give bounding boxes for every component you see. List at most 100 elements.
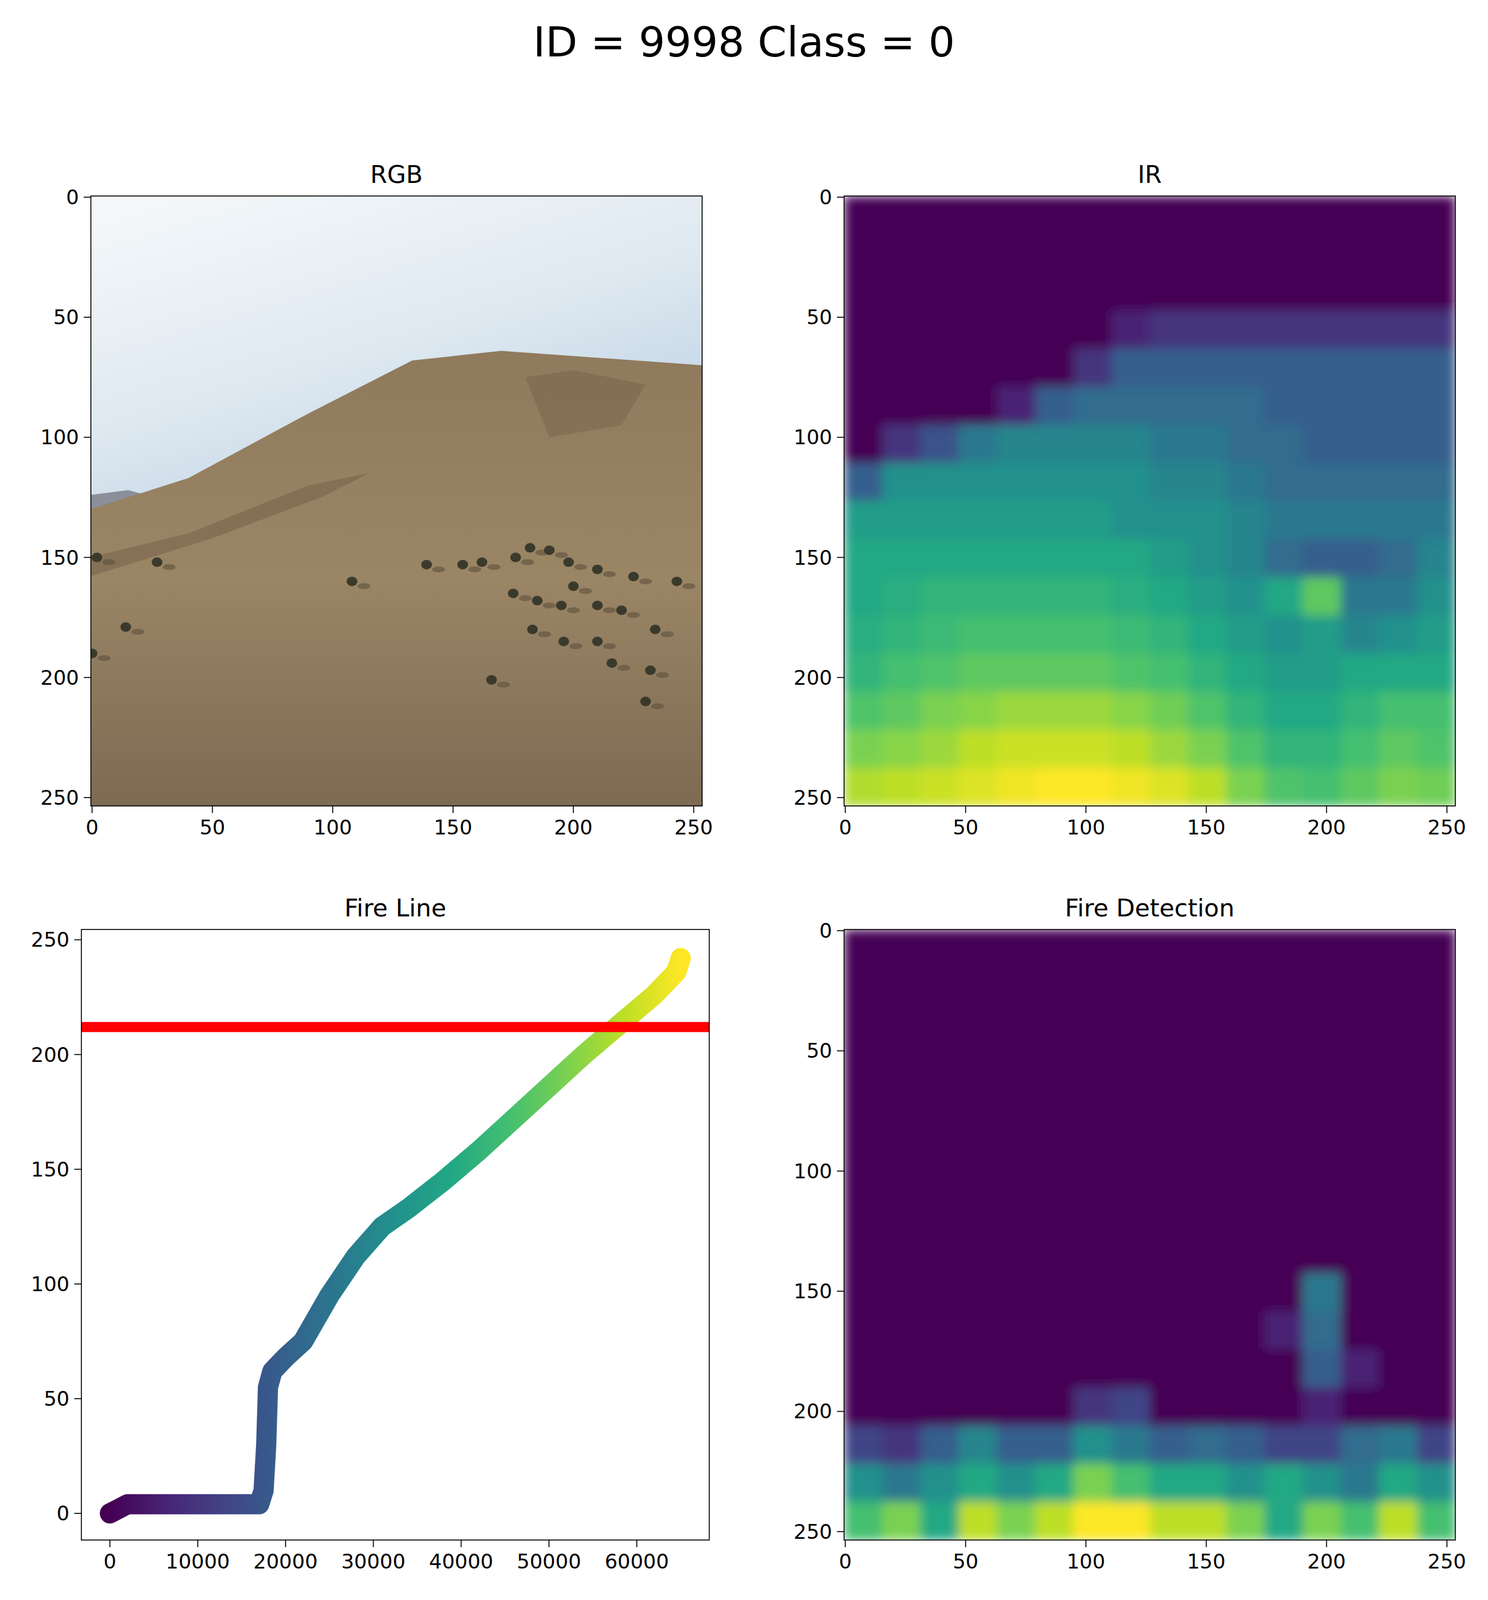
heat-cell xyxy=(1302,577,1342,616)
x-tick xyxy=(636,1540,638,1548)
axes-title: Fire Detection xyxy=(1065,893,1235,923)
heat-cell xyxy=(958,1234,998,1274)
heat-cell xyxy=(1073,1196,1112,1236)
heat-cell xyxy=(1378,1311,1418,1351)
heat-cell xyxy=(1035,1311,1074,1351)
heat-cell xyxy=(1111,196,1151,235)
heat-cell xyxy=(1188,577,1227,616)
heat-cell xyxy=(1035,1464,1074,1503)
heat-cell xyxy=(1264,577,1303,616)
fire-line xyxy=(109,958,681,1514)
heat-cell xyxy=(1035,348,1074,388)
heat-cell xyxy=(1111,1311,1151,1351)
heat-cell xyxy=(1073,1272,1112,1312)
heat-cell xyxy=(1150,577,1189,616)
heat-cell xyxy=(1035,653,1074,693)
heat-cell xyxy=(996,768,1036,807)
bush-shadow xyxy=(602,643,616,650)
x-tick xyxy=(1085,806,1087,814)
heat-cell xyxy=(844,1044,883,1083)
heat-cell xyxy=(1340,234,1380,273)
heat-cell xyxy=(1073,1044,1112,1083)
y-tick xyxy=(83,677,91,679)
heat-cell xyxy=(1150,768,1189,807)
heat-cell xyxy=(1226,1006,1265,1045)
heat-cell xyxy=(1150,1349,1189,1389)
bush xyxy=(151,557,163,568)
bush xyxy=(510,553,521,563)
heat-cell xyxy=(1226,386,1265,426)
heat-cell xyxy=(1302,386,1342,426)
heat-cell xyxy=(844,1120,883,1159)
heat-cell xyxy=(1150,539,1189,578)
heat-cell xyxy=(996,196,1036,235)
x-tick-label: 40000 xyxy=(428,1549,494,1574)
bush xyxy=(645,665,656,676)
heat-cell xyxy=(920,310,960,350)
heat-cell xyxy=(1378,1425,1418,1465)
heat-cell xyxy=(1264,1349,1303,1389)
heat-cell xyxy=(1150,1196,1189,1236)
heat-cell xyxy=(844,386,883,426)
y-tick-label: 200 xyxy=(793,665,833,690)
heat-cell xyxy=(958,1158,998,1198)
bush-shadow xyxy=(431,566,445,573)
y-tick-label: 0 xyxy=(65,185,80,210)
heat-cell xyxy=(958,1349,998,1389)
heat-cell xyxy=(1073,462,1112,502)
heat-cell xyxy=(1340,1272,1380,1312)
heat-cell xyxy=(1226,768,1265,807)
heat-cell xyxy=(1188,1311,1227,1351)
heat-cell xyxy=(996,1196,1036,1236)
heat-cell xyxy=(844,1349,883,1389)
heat-cell xyxy=(1378,1158,1418,1198)
y-tick xyxy=(836,1050,845,1052)
heat-cell xyxy=(958,730,998,769)
heat-cell xyxy=(1340,1387,1380,1427)
heat-cell xyxy=(1264,386,1303,426)
heat-cell xyxy=(1417,577,1456,616)
heat-cell xyxy=(920,1349,960,1389)
heat-cell xyxy=(1188,1349,1227,1389)
heat-cell xyxy=(1111,615,1151,655)
heat-cell xyxy=(1378,348,1418,388)
heat-cell xyxy=(1302,967,1342,1007)
heat-cell xyxy=(1111,967,1151,1007)
x-tick-label: 200 xyxy=(1307,1549,1347,1574)
heat-cell xyxy=(920,348,960,388)
y-tick-label: 100 xyxy=(793,1159,833,1184)
heat-cell xyxy=(1073,1234,1112,1274)
heat-cell xyxy=(958,1272,998,1312)
heat-cell xyxy=(1150,1158,1189,1198)
heat-cell xyxy=(1417,1120,1456,1159)
heat-cell xyxy=(958,424,998,464)
heat-cell xyxy=(882,501,921,540)
heat-cell xyxy=(1378,1082,1418,1121)
heat-cell xyxy=(1188,424,1227,464)
heat-cell xyxy=(1264,1311,1303,1351)
heat-cell xyxy=(920,1234,960,1274)
heat-cell xyxy=(1378,1006,1418,1045)
heat-cell xyxy=(920,1425,960,1465)
heat-cell xyxy=(1188,929,1227,969)
y-tick-label: 0 xyxy=(819,918,833,943)
heat-cell xyxy=(1188,234,1227,273)
y-tick-label: 100 xyxy=(40,425,80,450)
heat-cell xyxy=(1302,310,1342,350)
heat-cell xyxy=(1035,386,1074,426)
heat-cell xyxy=(1302,1196,1342,1236)
heat-cell xyxy=(844,1158,883,1198)
heat-cell xyxy=(1340,929,1380,969)
bush xyxy=(526,624,538,635)
heat-cell xyxy=(1417,386,1456,426)
heat-cell xyxy=(1035,501,1074,540)
heat-cell xyxy=(1378,539,1418,578)
y-tick-label: 50 xyxy=(43,1387,70,1411)
y-tick-label: 250 xyxy=(793,1520,833,1544)
heat-cell xyxy=(1111,929,1151,969)
heat-cell xyxy=(844,615,883,655)
heat-cell xyxy=(1264,272,1303,311)
heat-cell xyxy=(996,1311,1036,1351)
heat-cell xyxy=(882,1272,921,1312)
suptitle: ID = 9998 Class = 0 xyxy=(533,17,956,67)
